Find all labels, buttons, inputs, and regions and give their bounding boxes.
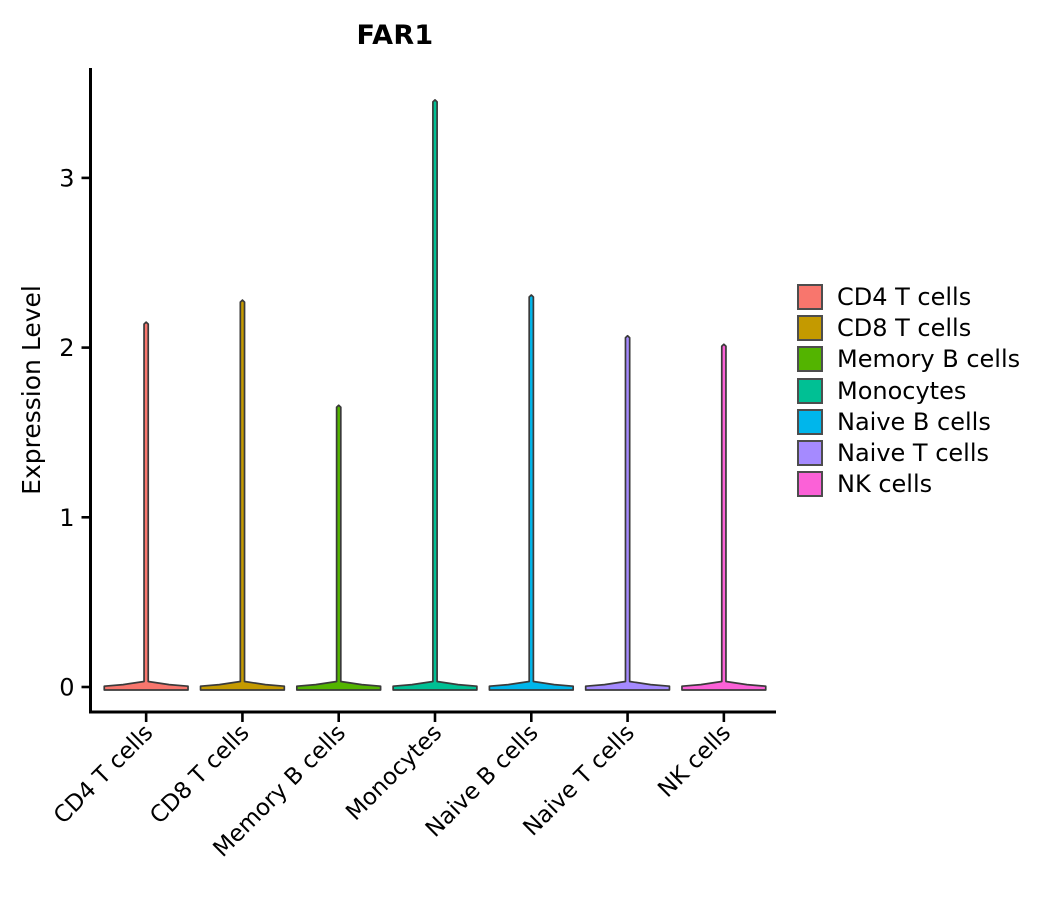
violin-cd8-t-cells — [199, 299, 286, 691]
legend-item[interactable]: Memory B cells — [797, 344, 1020, 375]
y-tick-label: 0 — [59, 674, 74, 702]
x-tick-label: NK cells — [653, 720, 736, 803]
legend-item[interactable]: Naive T cells — [797, 437, 1020, 468]
violin-cd4-t-cells — [103, 321, 189, 691]
violin-naive-b-cells — [488, 294, 575, 691]
legend-item-label: CD8 T cells — [837, 313, 972, 342]
legend-item-label: NK cells — [837, 470, 933, 499]
x-tick-label: Monocytes — [341, 720, 447, 826]
legend-item-label: Memory B cells — [837, 345, 1021, 374]
violins-group — [103, 98, 767, 691]
legend-swatch-icon — [797, 377, 823, 404]
legend-item[interactable]: Naive B cells — [797, 406, 1020, 437]
legend-swatch-icon — [797, 440, 823, 467]
legend-swatch-icon — [797, 283, 823, 310]
violin-memory-b-cells — [295, 404, 382, 691]
legend-item[interactable]: Monocytes — [797, 375, 1020, 406]
violin-nk-cells — [681, 343, 767, 691]
legend-item-label: CD4 T cells — [837, 282, 972, 311]
violin-naive-t-cells — [584, 334, 671, 691]
axes-group — [81, 68, 776, 722]
legend-swatch-icon — [797, 471, 823, 498]
legend-swatch-icon — [797, 314, 823, 341]
legend: CD4 T cells CD8 T cells Memory B cells Mono… — [797, 281, 1020, 500]
violin-monocytes — [392, 98, 478, 691]
legend-item-label: Monocytes — [837, 376, 967, 405]
legend-swatch-icon — [797, 346, 823, 373]
legend-swatch-icon — [797, 408, 823, 435]
legend-item[interactable]: CD8 T cells — [797, 312, 1020, 343]
legend-item-label: Naive B cells — [837, 407, 991, 436]
legend-item-label: Naive T cells — [837, 439, 990, 468]
y-tick-labels: 0 1 2 3 — [59, 164, 74, 701]
y-axis-title: Expression Level — [17, 285, 46, 495]
y-tick-label: 3 — [59, 164, 74, 192]
y-tick-label: 1 — [59, 504, 74, 532]
page-title: FAR1 — [356, 20, 434, 51]
y-tick-label: 2 — [59, 334, 74, 362]
legend-item[interactable]: NK cells — [797, 469, 1020, 500]
x-tick-label: CD4 T cells — [49, 720, 158, 829]
legend-item[interactable]: CD4 T cells — [797, 281, 1020, 312]
